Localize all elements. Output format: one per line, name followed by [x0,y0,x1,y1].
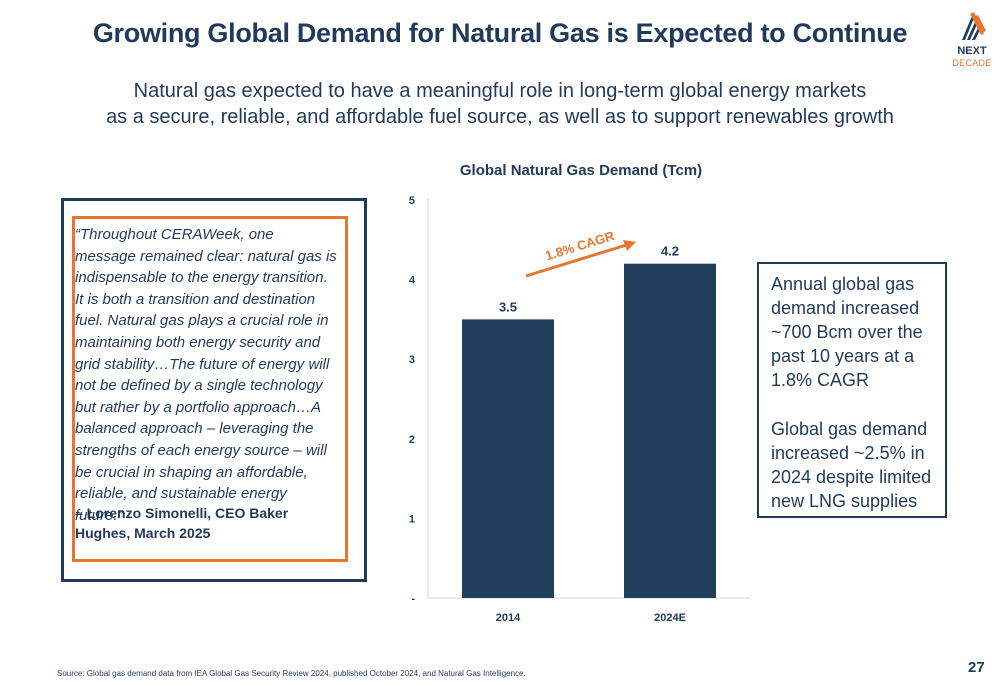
bar [624,263,716,598]
source-note: Source: Global gas demand data from IEA … [57,669,526,678]
nextdecade-logo-icon [962,12,986,40]
quote-attribution: – Lorenzo Simonelli, CEO Baker Hughes, M… [75,505,289,541]
cagr-arrow-line [525,243,629,278]
data-label: 3.5 [499,299,517,314]
slide-subtitle: Natural gas expected to have a meaningfu… [60,78,940,130]
cagr-arrow-head [623,240,636,251]
logo-name: NEXT [957,45,987,57]
chart-title: Global Natural Gas Demand (Tcm) [459,162,703,179]
y-tick-label: 4 [409,275,416,287]
quote-box: “Throughout CERAWeek, one message remain… [61,198,367,582]
callout-box: Annual global gas demand increased ~700 … [757,262,947,518]
y-tick-label: 1 [409,513,415,525]
y-tick-label: 2 [409,434,415,446]
bar [462,319,554,598]
company-logo: NEXT DECADE [948,10,996,70]
y-tick-label: 5 [409,195,415,207]
data-label: 4.2 [661,244,679,259]
x-tick-label: 2014 [496,612,521,624]
x-tick-label: 2024E [654,612,686,624]
quote-inner-frame [72,216,348,562]
logo-sub: DECADE [952,58,992,68]
subtitle-line: as a secure, reliable, and affordable fu… [106,106,894,128]
subtitle-line: Natural gas expected to have a meaningfu… [133,80,867,102]
page-number: 27 [968,659,985,676]
slide-title: Growing Global Demand for Natural Gas is… [92,18,908,48]
y-tick-label: 3 [409,354,415,366]
callout-paragraph-1: Annual global gas demand increased ~700 … [771,274,923,390]
y-tick-label: - [411,593,415,605]
callout-paragraph-2: Global gas demand increased ~2.5% in 202… [771,419,932,511]
quote-text: “Throughout CERAWeek, one message remain… [75,226,337,524]
